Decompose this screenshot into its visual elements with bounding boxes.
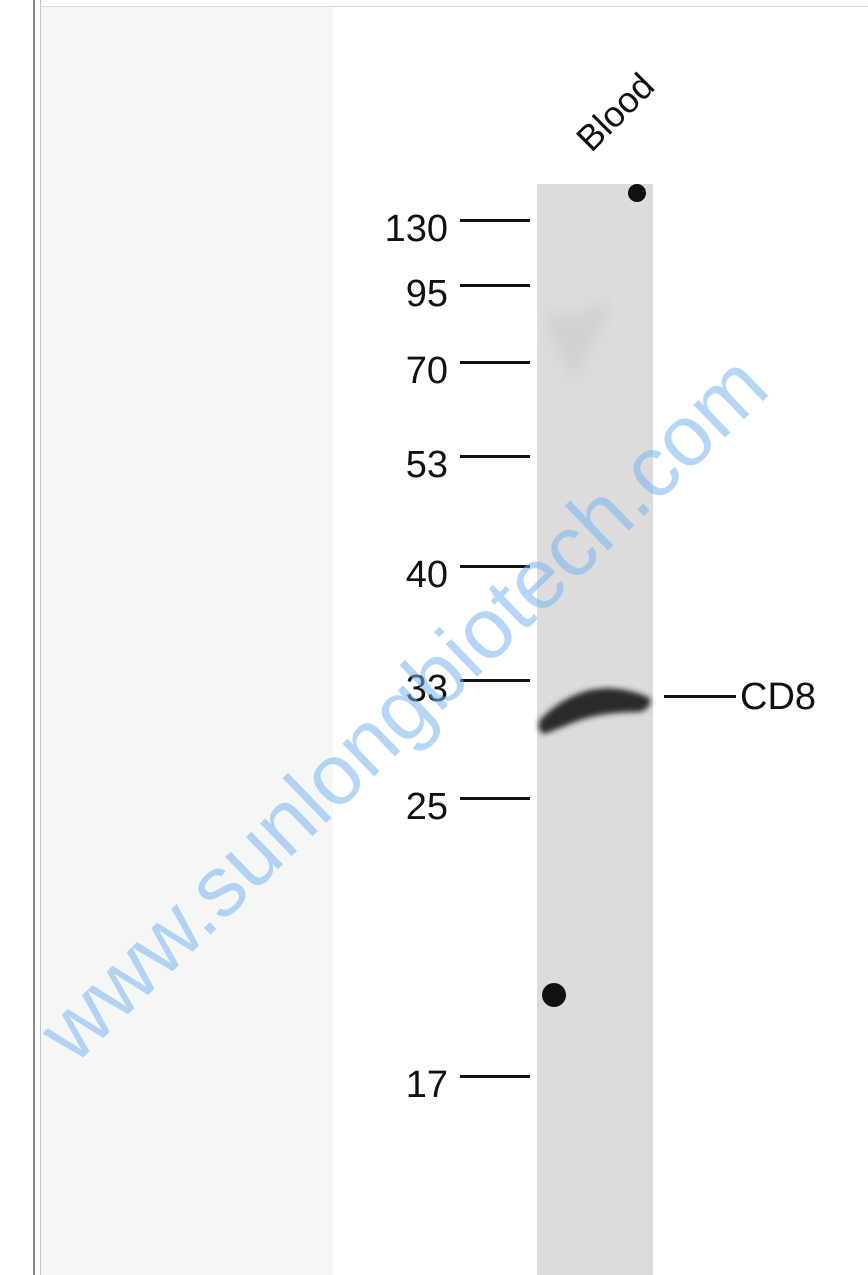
cd8-band: [538, 688, 651, 734]
marker-tick-130: [460, 219, 530, 222]
dot-top: [628, 184, 646, 202]
gel-lane: [537, 184, 653, 1275]
marker-tick-33: [460, 679, 530, 682]
marker-tick-17: [460, 1075, 530, 1078]
cd8-band-label: CD8: [740, 676, 817, 718]
marker-tick-70: [460, 361, 530, 364]
frame-border-inner: [40, 0, 41, 1275]
marker-label-95: 95: [405, 273, 448, 315]
dot-bottom: [542, 983, 566, 1007]
marker-tick-25: [460, 797, 530, 800]
marker-tick-40: [460, 565, 530, 568]
marker-label-70: 70: [405, 350, 448, 392]
marker-tick-95: [460, 284, 530, 287]
marker-label-40: 40: [405, 554, 448, 596]
cd8-band-tick: [664, 695, 736, 698]
left-background-panel: [41, 7, 333, 1275]
marker-tick-53: [460, 455, 530, 458]
marker-label-17: 17: [405, 1064, 448, 1106]
frame-border-top: [40, 6, 868, 7]
marker-label-25: 25: [405, 786, 448, 828]
faint-smear: [545, 299, 608, 385]
frame-border-left: [33, 0, 35, 1275]
marker-label-33: 33: [405, 668, 448, 710]
marker-label-130: 130: [384, 208, 448, 250]
marker-label-53: 53: [405, 444, 448, 486]
